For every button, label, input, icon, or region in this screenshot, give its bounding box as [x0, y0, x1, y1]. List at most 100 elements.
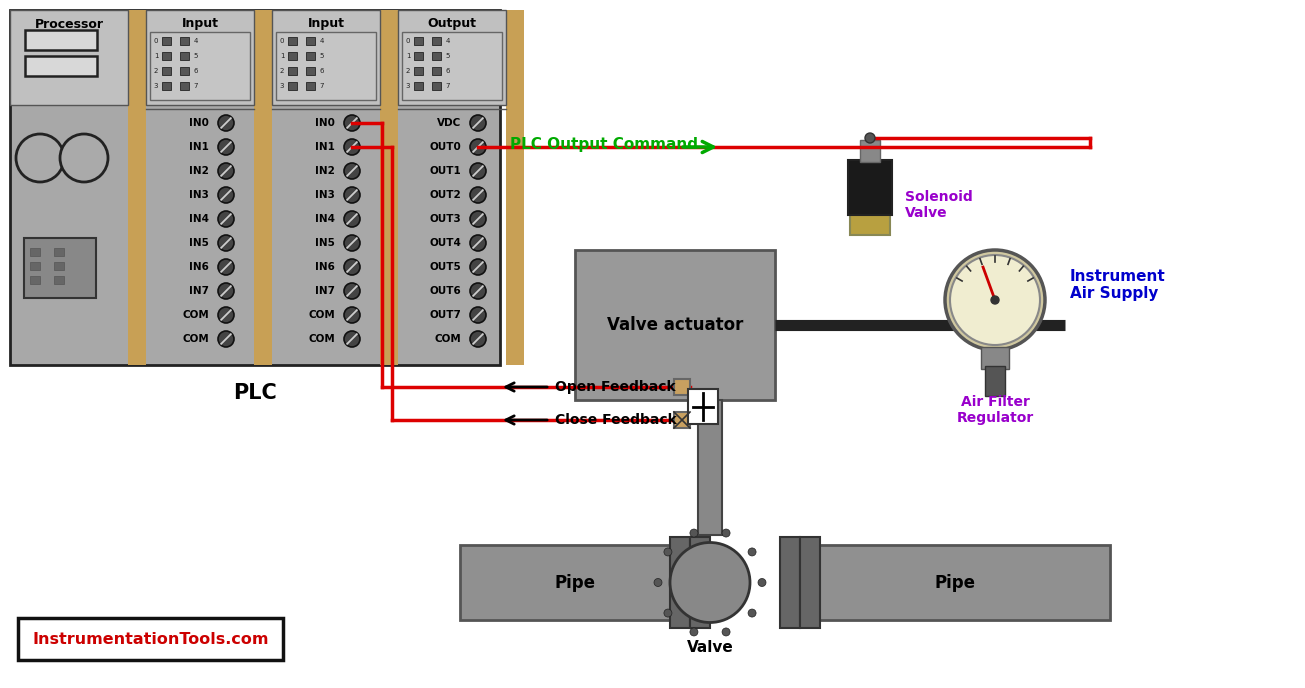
Text: Processor: Processor: [34, 17, 103, 30]
Circle shape: [945, 250, 1045, 350]
Text: IN1: IN1: [189, 142, 209, 152]
Circle shape: [690, 628, 698, 636]
Text: 2: 2: [154, 68, 158, 74]
Bar: [162, 67, 171, 75]
Bar: [432, 37, 441, 45]
Bar: [459, 545, 690, 620]
Circle shape: [664, 609, 672, 617]
Bar: [985, 366, 1005, 396]
Bar: [288, 37, 298, 45]
Circle shape: [16, 134, 64, 182]
Bar: [414, 52, 423, 60]
Bar: [25, 56, 97, 76]
Text: IN5: IN5: [315, 238, 335, 248]
Text: 4: 4: [194, 38, 198, 44]
Text: OUT4: OUT4: [429, 238, 461, 248]
Bar: [848, 160, 893, 215]
Circle shape: [758, 579, 766, 586]
Circle shape: [345, 211, 360, 227]
Circle shape: [722, 529, 729, 537]
Bar: [18, 618, 283, 660]
Text: OUT7: OUT7: [429, 310, 461, 320]
Bar: [981, 347, 1009, 369]
Bar: [669, 537, 690, 628]
Circle shape: [722, 628, 729, 636]
Text: OUT6: OUT6: [429, 286, 461, 296]
Text: 0: 0: [279, 38, 284, 44]
Bar: [780, 537, 800, 628]
Text: 1: 1: [154, 53, 158, 59]
Bar: [860, 140, 880, 162]
Bar: [673, 379, 690, 395]
Circle shape: [748, 548, 756, 556]
Circle shape: [345, 259, 360, 275]
Circle shape: [470, 139, 485, 155]
Bar: [162, 82, 171, 90]
Text: 6: 6: [320, 68, 324, 74]
Text: IN7: IN7: [315, 286, 335, 296]
Bar: [254, 10, 271, 365]
Bar: [432, 67, 441, 75]
Text: Input: Input: [181, 17, 218, 30]
Text: IN5: IN5: [189, 238, 209, 248]
Text: OUT2: OUT2: [429, 190, 461, 200]
Text: COM: COM: [308, 310, 335, 320]
Text: 6: 6: [446, 68, 450, 74]
Bar: [305, 52, 315, 60]
Bar: [398, 10, 506, 105]
Text: 3: 3: [279, 83, 284, 89]
Text: COM: COM: [435, 334, 461, 344]
Bar: [180, 52, 189, 60]
Text: 3: 3: [406, 83, 410, 89]
Text: 3: 3: [154, 83, 158, 89]
Bar: [414, 67, 423, 75]
Bar: [30, 276, 40, 284]
Bar: [432, 82, 441, 90]
Bar: [180, 82, 189, 90]
Bar: [688, 389, 718, 424]
Circle shape: [654, 579, 662, 586]
Bar: [146, 10, 254, 105]
Text: IN2: IN2: [189, 166, 209, 176]
Text: IN4: IN4: [315, 214, 335, 224]
Circle shape: [950, 255, 1040, 345]
Bar: [673, 412, 690, 428]
Circle shape: [470, 259, 485, 275]
Circle shape: [218, 331, 234, 347]
Text: OUT5: OUT5: [429, 262, 461, 272]
Circle shape: [470, 307, 485, 323]
Text: 7: 7: [193, 83, 198, 89]
Circle shape: [218, 187, 234, 203]
Circle shape: [470, 187, 485, 203]
Circle shape: [470, 283, 485, 299]
Bar: [288, 67, 298, 75]
Bar: [180, 67, 189, 75]
Bar: [54, 262, 64, 270]
Circle shape: [690, 529, 698, 537]
Bar: [25, 30, 97, 50]
Text: 7: 7: [320, 83, 324, 89]
Circle shape: [669, 543, 750, 623]
Text: 1: 1: [279, 53, 284, 59]
Text: 5: 5: [194, 53, 198, 59]
Text: Input: Input: [308, 17, 345, 30]
Text: Solenoid
Valve: Solenoid Valve: [904, 190, 972, 220]
Bar: [150, 32, 251, 100]
Bar: [698, 400, 722, 535]
Text: IN6: IN6: [315, 262, 335, 272]
Bar: [305, 67, 315, 75]
Text: 5: 5: [320, 53, 324, 59]
Circle shape: [218, 307, 234, 323]
Text: 4: 4: [320, 38, 324, 44]
Circle shape: [218, 283, 234, 299]
Bar: [288, 52, 298, 60]
Circle shape: [345, 235, 360, 251]
Text: Open Feedback: Open Feedback: [555, 380, 676, 394]
Text: IN3: IN3: [189, 190, 209, 200]
Text: Pipe: Pipe: [555, 574, 595, 592]
Bar: [30, 248, 40, 256]
Bar: [10, 10, 128, 105]
Circle shape: [865, 133, 874, 143]
Text: Air Filter
Regulator: Air Filter Regulator: [957, 395, 1034, 425]
Bar: [275, 32, 376, 100]
